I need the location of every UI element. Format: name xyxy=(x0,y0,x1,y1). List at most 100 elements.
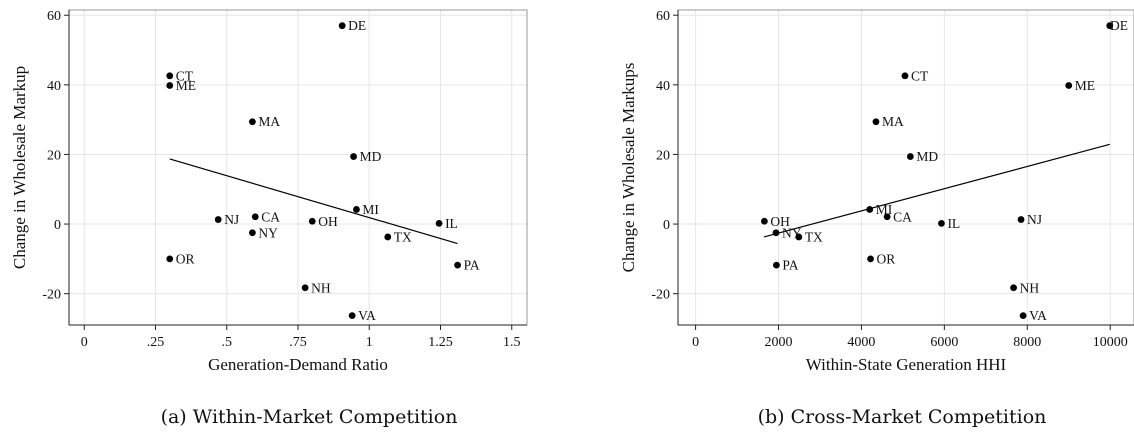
data-point-or xyxy=(166,255,174,263)
axis-ticks: -20 0 20 40 60 0 .25 .5 .75 1 1.25 1.5 xyxy=(42,9,520,350)
point-label-ny: NY xyxy=(258,225,278,240)
data-point-or xyxy=(867,255,874,263)
point-label-tx: TX xyxy=(394,229,412,244)
point-label-ca: CA xyxy=(893,209,912,224)
data-point-ny xyxy=(249,229,256,237)
data-point-me xyxy=(1065,82,1073,89)
point-label-va: VA xyxy=(1029,308,1047,323)
data-point-va xyxy=(1019,312,1027,320)
panel-caption: (a) Within-Market Competition xyxy=(161,406,458,428)
grid-lines xyxy=(69,10,527,325)
y-tick-label: 0 xyxy=(54,218,61,233)
grid-lines xyxy=(678,10,1134,325)
y-tick-label: 0 xyxy=(663,218,670,233)
x-tick-label: .5 xyxy=(222,335,233,350)
point-label-ct: CT xyxy=(911,68,929,83)
data-point-ca xyxy=(883,213,891,221)
data-point-oh xyxy=(761,217,768,225)
data-point-ny xyxy=(772,229,780,237)
data-point-ct xyxy=(901,72,909,80)
data-point-nh xyxy=(1010,284,1017,292)
point-label-ma: MA xyxy=(258,114,280,129)
point-label-de: DE xyxy=(348,18,366,33)
x-tick-label: 8000 xyxy=(1013,335,1041,350)
data-point-ca xyxy=(251,213,259,221)
data-point-nj xyxy=(1017,216,1025,223)
plot-frame xyxy=(677,9,1134,326)
point-label-il: IL xyxy=(947,216,960,231)
data-point-md xyxy=(350,153,357,160)
y-tick-label: 20 xyxy=(656,148,670,163)
point-label-ca: CA xyxy=(261,209,280,224)
axis-ticks: -20 0 20 40 60 0 2000 4000 6000 8000 10000 xyxy=(651,9,1127,350)
x-tick-label: .25 xyxy=(147,335,165,350)
point-label-oh: OH xyxy=(770,214,790,229)
fit-line-group xyxy=(763,143,1110,238)
x-tick-label: 4000 xyxy=(847,335,875,350)
x-tick-label: 2000 xyxy=(765,335,793,350)
x-tick-label: 10000 xyxy=(1093,335,1128,350)
x-axis-title: Generation-Demand Ratio xyxy=(208,355,388,374)
data-point-ma xyxy=(872,118,880,126)
y-tick-label: 40 xyxy=(656,79,670,94)
data-point-nh xyxy=(301,284,309,292)
x-tick-label: 1 xyxy=(366,335,373,350)
point-label-ma: MA xyxy=(882,114,904,129)
y-tick-label: -20 xyxy=(651,288,670,303)
point-label-il: IL xyxy=(445,216,458,231)
point-label-nh: NH xyxy=(1020,280,1040,295)
x-tick-label: .75 xyxy=(289,335,307,350)
x-axis-title: Within-State Generation HHI xyxy=(806,355,1007,374)
y-tick-label: 20 xyxy=(47,148,61,163)
data-point-tx xyxy=(384,233,392,241)
point-label-pa: PA xyxy=(782,258,798,273)
x-tick-label: 1.25 xyxy=(428,335,453,350)
point-label-mi: MI xyxy=(876,202,893,217)
x-tick-label: 6000 xyxy=(930,335,958,350)
panel-cross-market: -20 0 20 40 60 0 2000 4000 6000 8000 10000 DE CT ME M… xyxy=(619,9,1134,428)
point-label-md: MD xyxy=(916,149,938,164)
point-label-or: OR xyxy=(176,251,195,266)
data-point-va xyxy=(348,312,356,320)
point-label-nj: NJ xyxy=(224,212,239,227)
data-point-mi xyxy=(353,206,360,213)
panel-caption: (b) Cross-Market Competition xyxy=(758,406,1047,428)
y-axis-title: Change in Wholesale Markup xyxy=(10,66,29,269)
data-point-ct xyxy=(166,72,174,80)
point-label-or: OR xyxy=(877,251,896,266)
y-tick-label: 60 xyxy=(47,9,61,24)
data-point-pa xyxy=(454,261,461,269)
point-label-ct: CT xyxy=(176,68,194,83)
point-label-nh: NH xyxy=(311,280,331,295)
fit-line-group xyxy=(169,158,458,245)
fit-line xyxy=(763,143,1110,238)
y-tick-label: -20 xyxy=(42,288,61,303)
data-point-pa xyxy=(773,261,780,269)
data-point-me xyxy=(166,82,174,89)
point-label-pa: PA xyxy=(464,258,480,273)
x-tick-label: 0 xyxy=(81,335,88,350)
point-label-nj: NJ xyxy=(1027,212,1042,227)
y-axis-title: Change in Wholesale Markups xyxy=(619,63,638,273)
data-point-mi xyxy=(866,206,874,213)
y-tick-label: 40 xyxy=(47,79,61,94)
point-label-me: ME xyxy=(176,78,196,93)
point-label-mi: MI xyxy=(362,202,379,217)
y-tick-label: 60 xyxy=(656,9,670,24)
data-point-tx xyxy=(795,233,803,241)
point-label-tx: TX xyxy=(805,229,823,244)
point-label-oh: OH xyxy=(318,214,338,229)
point-label-me: ME xyxy=(1075,78,1095,93)
data-point-il xyxy=(435,219,443,227)
point-label-de: DE xyxy=(1110,18,1128,33)
x-tick-label: 1.5 xyxy=(503,335,521,350)
point-label-md: MD xyxy=(360,149,382,164)
point-label-va: VA xyxy=(358,308,376,323)
data-point-oh xyxy=(308,217,316,225)
data-point-de xyxy=(338,22,346,30)
data-point-de xyxy=(1106,22,1114,30)
